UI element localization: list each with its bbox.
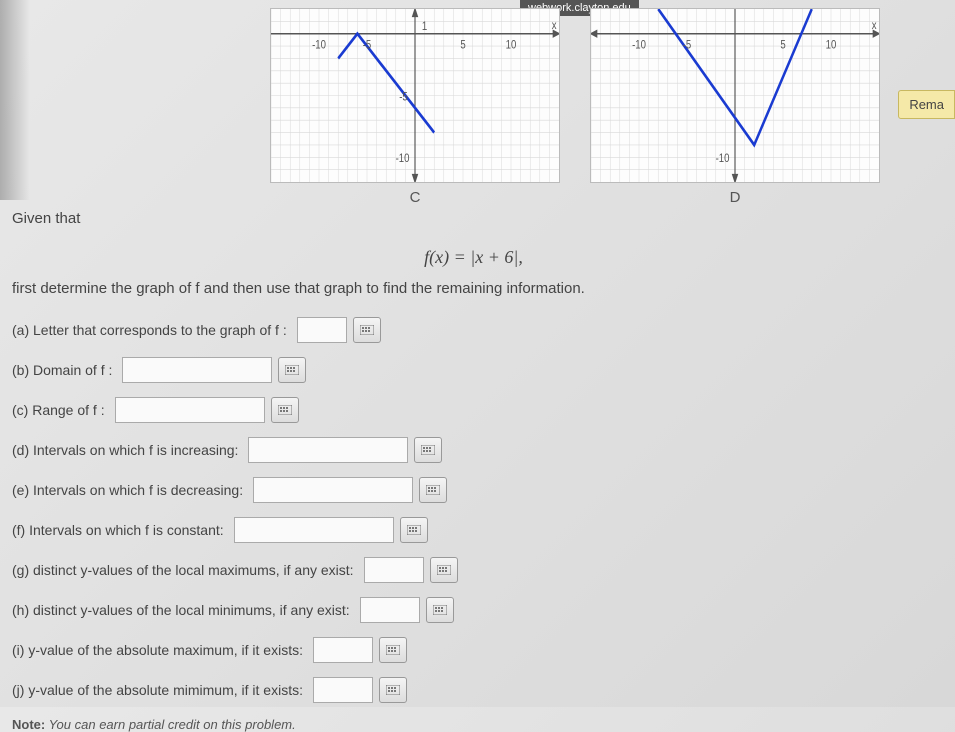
svg-text:-5: -5 (683, 38, 692, 51)
problem-content: Given that f(x) = |x + 6|, first determi… (12, 210, 935, 732)
given-text: Given that (12, 210, 935, 227)
question-d-row: (d) Intervals on which f is increasing: (12, 437, 935, 463)
page-edge-shadow (0, 0, 30, 200)
graph-d-label: D (590, 189, 880, 206)
graph-c-label: C (270, 189, 560, 206)
question-j-row: (j) y-value of the absolute mimimum, if … (12, 677, 935, 703)
svg-text:5: 5 (780, 38, 785, 51)
question-b-row: (b) Domain of f : (12, 357, 935, 383)
graph-c: -10 -5 5 10 -5 -10 1 x (270, 8, 560, 183)
question-b-label: (b) Domain of f : (12, 362, 112, 378)
answer-i-input[interactable] (313, 637, 373, 663)
note: Note: You can earn partial credit on thi… (12, 717, 935, 732)
keyboard-icon[interactable] (379, 677, 407, 703)
question-d-label: (d) Intervals on which f is increasing: (12, 442, 238, 458)
keyboard-icon[interactable] (271, 397, 299, 423)
svg-text:-10: -10 (396, 152, 410, 165)
question-c-label: (c) Range of f : (12, 402, 105, 418)
question-g-row: (g) distinct y-values of the local maxim… (12, 557, 935, 583)
graph-c-wrap: -10 -5 5 10 -5 -10 1 x C (270, 8, 560, 206)
note-label: Note: (12, 717, 45, 732)
svg-text:5: 5 (460, 38, 465, 51)
graph-row: -10 -5 5 10 -5 -10 1 x C (270, 8, 880, 206)
svg-text:x: x (872, 19, 877, 32)
keyboard-icon[interactable] (419, 477, 447, 503)
graph-d-wrap: -10 -5 5 10 -10 x D (590, 8, 880, 206)
keyboard-icon[interactable] (430, 557, 458, 583)
answer-j-input[interactable] (313, 677, 373, 703)
question-a-label: (a) Letter that corresponds to the graph… (12, 322, 287, 338)
svg-text:10: 10 (826, 38, 837, 51)
keyboard-icon[interactable] (278, 357, 306, 383)
note-text: You can earn partial credit on this prob… (45, 717, 296, 732)
question-i-label: (i) y-value of the absolute maximum, if … (12, 642, 303, 658)
keyboard-icon[interactable] (426, 597, 454, 623)
svg-text:x: x (552, 19, 557, 32)
keyboard-icon[interactable] (414, 437, 442, 463)
answer-g-input[interactable] (364, 557, 424, 583)
question-i-row: (i) y-value of the absolute maximum, if … (12, 637, 935, 663)
remaining-button[interactable]: Rema (898, 90, 955, 119)
answer-c-input[interactable] (115, 397, 265, 423)
answer-h-input[interactable] (360, 597, 420, 623)
question-g-label: (g) distinct y-values of the local maxim… (12, 562, 354, 578)
svg-text:-10: -10 (632, 38, 646, 51)
svg-text:-10: -10 (312, 38, 326, 51)
question-f-row: (f) Intervals on which f is constant: (12, 517, 935, 543)
answer-d-input[interactable] (248, 437, 408, 463)
formula: f(x) = |x + 6|, (12, 247, 935, 268)
question-c-row: (c) Range of f : (12, 397, 935, 423)
keyboard-icon[interactable] (400, 517, 428, 543)
answer-a-input[interactable] (297, 317, 347, 343)
question-e-label: (e) Intervals on which f is decreasing: (12, 482, 243, 498)
svg-text:10: 10 (506, 38, 517, 51)
keyboard-icon[interactable] (353, 317, 381, 343)
svg-text:-10: -10 (716, 152, 730, 165)
question-e-row: (e) Intervals on which f is decreasing: (12, 477, 935, 503)
svg-text:-5: -5 (399, 90, 408, 103)
keyboard-icon[interactable] (379, 637, 407, 663)
answer-e-input[interactable] (253, 477, 413, 503)
instruction-text: first determine the graph of f and then … (12, 280, 935, 297)
svg-text:-5: -5 (363, 38, 372, 51)
answer-b-input[interactable] (122, 357, 272, 383)
question-a-row: (a) Letter that corresponds to the graph… (12, 317, 935, 343)
question-j-label: (j) y-value of the absolute mimimum, if … (12, 682, 303, 698)
question-f-label: (f) Intervals on which f is constant: (12, 522, 224, 538)
answer-f-input[interactable] (234, 517, 394, 543)
question-h-label: (h) distinct y-values of the local minim… (12, 602, 350, 618)
svg-text:1: 1 (422, 20, 427, 33)
graph-d: -10 -5 5 10 -10 x (590, 8, 880, 183)
question-h-row: (h) distinct y-values of the local minim… (12, 597, 935, 623)
